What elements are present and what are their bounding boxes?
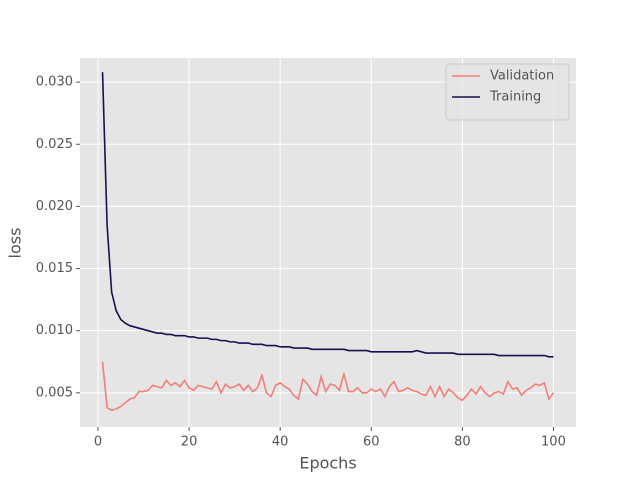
x-axis-label: Epochs [299, 454, 356, 473]
lines [101, 72, 555, 412]
legend-box [445, 63, 570, 121]
x-tick-label: 100 [541, 435, 566, 450]
y-axis-label: loss [6, 228, 25, 259]
y-tick-label: 0.010 [36, 323, 73, 338]
grid: 0.005 0.010 0.015 0.020 0.025 0.030 0 20 40 60 80 1… [36, 58, 576, 450]
y-tick-label: 0.005 [36, 385, 73, 400]
x-tick-label: 0 [94, 435, 102, 450]
series-line [101, 72, 554, 358]
legend: Validation Training [445, 63, 570, 121]
legend-label: Validation [490, 69, 554, 84]
y-tick-label: 0.025 [36, 137, 73, 152]
y-tick-label: 0.030 [36, 75, 73, 90]
x-tick-label: 80 [454, 435, 471, 450]
x-tick-label: 40 [272, 435, 289, 450]
y-tick-label: 0.015 [36, 261, 73, 276]
series-line [101, 361, 555, 412]
y-tick-label: 0.020 [36, 199, 73, 214]
x-tick-label: 20 [181, 435, 198, 450]
legend-label: Training [489, 90, 541, 105]
x-tick-label: 60 [363, 435, 380, 450]
